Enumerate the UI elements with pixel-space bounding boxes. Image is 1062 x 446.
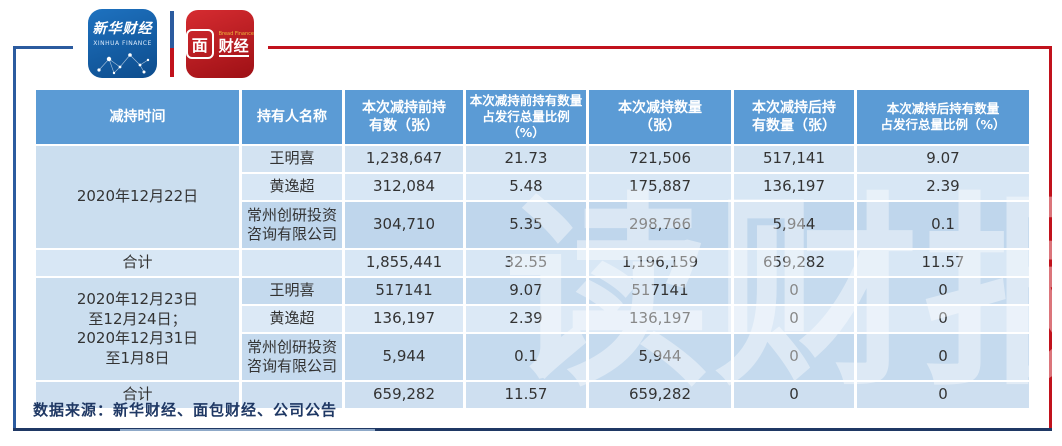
table-row: 2020年12月22日 王明喜 1,238,647 21.73 721,506 … [36,146,1029,248]
share-reduction-table: 减持时间 持有人名称 本次减持前持 有数（张） 本次减持前持有数量 占发行总量比… [33,88,1032,410]
post-holdings-cell: 0 [734,306,854,332]
header-reduction-qty: 本次减持数量 （张） [589,90,731,144]
holder-name-cell: 王明喜 [242,278,342,304]
source-note: 数据来源：新华财经、面包财经、公司公告 [33,401,338,419]
total-label-cell: 合计 [36,250,239,276]
pre-pct-cell: 5.35 [466,202,586,248]
header-holder-name: 持有人名称 [242,90,342,144]
total-row: 合计 659,282 11.57 659,282 0 0 [36,382,1029,408]
header-post-holdings-pct: 本次减持后持有数量 占发行总量比例（%） [857,90,1029,144]
reduction-qty-cell: 517141 [589,278,731,304]
pre-holdings-cell: 5,944 [345,334,463,380]
xinhua-logo-en-text: XINHUA FINANCE [93,40,152,47]
header-pre-holdings-pct: 本次减持前持有数量 占发行总量比例（%） [466,90,586,144]
logo-divider [170,11,174,77]
post-pct-cell: 0 [857,278,1029,304]
bottom-rule [13,428,1052,431]
header-reduction-time: 减持时间 [36,90,239,144]
post-holdings-cell: 0 [734,382,854,408]
bottom-rule-light-segment [120,429,375,431]
reduction-qty-cell: 659,282 [589,382,731,408]
post-holdings-cell: 0 [734,278,854,304]
pre-holdings-cell: 136,197 [345,306,463,332]
post-pct-cell: 0 [857,382,1029,408]
pre-holdings-cell: 1,855,441 [345,250,463,276]
reduction-qty-cell: 721,506 [589,146,731,172]
frame-line-top-left [13,46,73,49]
header-post-holdings: 本次减持后持 有数量（张） [734,90,854,144]
table-row: 黄逸超 136,197 2.39 136,197 0 0 [36,306,1029,332]
post-pct-cell: 11.57 [857,250,1029,276]
total-label-cell: 合计 [36,382,239,408]
frame-line-top-right [268,46,1050,49]
pre-pct-cell: 2.39 [466,306,586,332]
reduction-qty-cell: 298,766 [589,202,731,248]
holder-name-cell: 常州创研投资咨询有限公司 [242,334,342,380]
post-holdings-cell: 136,197 [734,174,854,200]
reduction-qty-cell: 136,197 [589,306,731,332]
date-cell-group1: 2020年12月22日 [36,146,239,248]
pre-holdings-cell: 304,710 [345,202,463,248]
pre-holdings-cell: 659,282 [345,382,463,408]
reduction-qty-cell: 5,944 [589,334,731,380]
mianbao-logo-sub-text: Bread Finance [218,30,254,37]
table-row: 常州创研投资咨询有限公司 304,710 5.35 298,766 5,944 … [36,202,1029,248]
table-row: 黄逸超 312,084 5.48 175,887 136,197 2.39 [36,174,1029,200]
holder-name-cell: 常州创研投资咨询有限公司 [242,202,342,248]
reduction-qty-cell: 1,196,159 [589,250,731,276]
pre-holdings-cell: 1,238,647 [345,146,463,172]
holder-name-cell: 黄逸超 [242,306,342,332]
holder-name-cell [242,250,342,276]
pre-pct-cell: 11.57 [466,382,586,408]
pre-pct-cell: 21.73 [466,146,586,172]
post-pct-cell: 2.39 [857,174,1029,200]
post-pct-cell: 0.1 [857,202,1029,248]
post-pct-cell: 9.07 [857,146,1029,172]
constellation-icon [96,53,149,75]
mianbao-logo-boxed-char: 面 [186,29,214,59]
post-holdings-cell: 0 [734,334,854,380]
post-holdings-cell: 659,282 [734,250,854,276]
pre-pct-cell: 32.55 [466,250,586,276]
mianbao-logo-main-text: 财经 [218,37,249,58]
post-holdings-cell: 517,141 [734,146,854,172]
mianbao-caijing-logo: 面 Bread Finance 财经 [186,10,254,78]
post-pct-cell: 0 [857,306,1029,332]
date-cell-group2: 2020年12月23日 至12月24日； 2020年12月31日 至1月8日 [36,278,239,380]
pre-pct-cell: 0.1 [466,334,586,380]
xinhua-logo-cn-text: 新华财经 [92,21,153,37]
holder-name-cell [242,382,342,408]
holder-name-cell: 黄逸超 [242,174,342,200]
pre-pct-cell: 9.07 [466,278,586,304]
reduction-qty-cell: 175,887 [589,174,731,200]
pre-holdings-cell: 312,084 [345,174,463,200]
total-row: 合计 1,855,441 32.55 1,196,159 659,282 11.… [36,250,1029,276]
holder-name-cell: 王明喜 [242,146,342,172]
header-pre-holdings: 本次减持前持 有数（张） [345,90,463,144]
pre-holdings-cell: 517141 [345,278,463,304]
pre-pct-cell: 5.48 [466,174,586,200]
frame-line-right [1049,46,1052,431]
xinhua-finance-logo: 新华财经 XINHUA FINANCE [88,9,157,78]
post-pct-cell: 0 [857,334,1029,380]
table-row: 常州创研投资咨询有限公司 5,944 0.1 5,944 0 0 [36,334,1029,380]
table-row: 2020年12月23日 至12月24日； 2020年12月31日 至1月8日 王… [36,278,1029,380]
post-holdings-cell: 5,944 [734,202,854,248]
frame-line-left [13,46,16,431]
table-header-row: 减持时间 持有人名称 本次减持前持 有数（张） 本次减持前持有数量 占发行总量比… [36,90,1029,144]
